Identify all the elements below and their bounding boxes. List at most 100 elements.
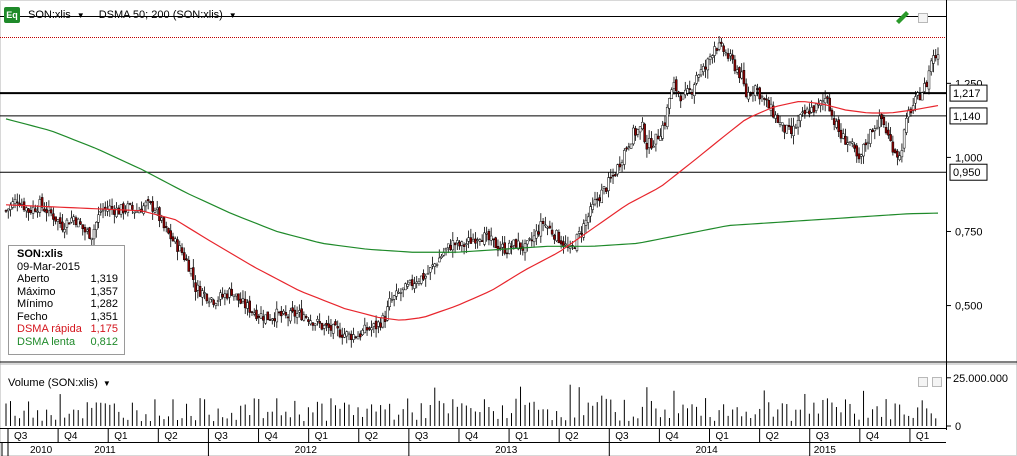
candle-body [133, 211, 136, 214]
candle-body [539, 221, 543, 237]
candle-body [643, 123, 646, 143]
candle-body [555, 230, 558, 241]
candle-body [586, 216, 590, 223]
quarter-label: Q3 [816, 431, 830, 442]
candle-body [636, 129, 640, 135]
candle-body [359, 333, 362, 338]
candle-body [787, 125, 791, 128]
candle-body [34, 208, 37, 212]
candle-body [632, 127, 635, 145]
candle-body [433, 263, 437, 267]
candle-body [641, 121, 644, 129]
candle-body [81, 224, 84, 230]
candle-body [896, 150, 899, 158]
candle-body [898, 155, 901, 160]
candle-body [203, 292, 206, 294]
candle-body [104, 206, 107, 209]
candle-body [749, 94, 752, 96]
candle-body [210, 297, 213, 300]
candle-body [654, 133, 658, 145]
candle-body [530, 239, 534, 242]
quarter-label: Q1 [315, 431, 329, 442]
year-label: 2013 [495, 445, 518, 456]
candle-body [277, 311, 281, 314]
candle-body [609, 176, 613, 179]
candle-body [693, 84, 696, 97]
candle-body [16, 201, 19, 204]
maximize-icon[interactable] [918, 377, 928, 387]
candle-body [225, 293, 229, 299]
candle-body [794, 127, 798, 129]
year-label: 2011 [94, 445, 116, 456]
chevron-down-icon[interactable]: ▼ [228, 10, 237, 20]
candle-body [435, 264, 439, 266]
candle-body [697, 74, 701, 78]
candle-body [611, 174, 615, 177]
candle-body [29, 209, 33, 213]
candle-body [415, 281, 418, 284]
candle-body [65, 219, 69, 228]
candle-body [259, 313, 263, 319]
candle-body [526, 240, 529, 245]
candle-body [790, 126, 793, 135]
candle-body [796, 119, 800, 128]
candle-body [893, 149, 897, 154]
candle-body [164, 226, 168, 228]
volume-header[interactable]: Volume (SON:xlis) ▼ [8, 377, 121, 389]
chevron-down-icon[interactable]: ▼ [102, 379, 111, 388]
candle-body [171, 236, 175, 242]
indicator-selector[interactable]: DSMA 50; 200 (SON:xlis) [98, 9, 223, 21]
candle-body [864, 142, 868, 146]
candle-body [681, 93, 685, 100]
candle-body [92, 228, 96, 240]
volume-selector[interactable]: Volume (SON:xlis) [8, 377, 98, 389]
candle-body [311, 322, 315, 326]
chevron-down-icon[interactable]: ▼ [76, 10, 85, 20]
quarter-label: Q2 [365, 431, 379, 442]
candle-body [929, 60, 933, 72]
candle-body [668, 98, 671, 109]
maximize-icon[interactable] [918, 13, 928, 23]
candle-body [239, 298, 242, 304]
candle-body [406, 284, 409, 287]
candle-body [487, 230, 491, 241]
candle-body [575, 234, 579, 251]
candle-body [758, 87, 761, 100]
legend-row-open: Aberto 1,319 [9, 273, 124, 286]
candle-body [871, 129, 874, 132]
level-label: 0,950 [953, 167, 981, 179]
candle-body [598, 197, 601, 202]
legend-label: Aberto [17, 273, 50, 285]
candle-body [228, 288, 231, 298]
legend-label: Mínimo [17, 298, 54, 310]
candle-body [819, 100, 822, 106]
close-icon[interactable] [932, 377, 942, 387]
legend-label: Fecho [17, 310, 48, 323]
candle-body [354, 336, 358, 339]
candle-body [878, 115, 881, 128]
candle-body [627, 146, 631, 148]
candle-body [352, 334, 355, 340]
symbol-selector[interactable]: SON:xlis [28, 9, 71, 21]
candle-body [262, 316, 265, 321]
candle-body [356, 336, 360, 340]
candle-body [589, 206, 592, 217]
candle-body [663, 122, 667, 126]
candle-body [918, 94, 922, 101]
candle-body [735, 69, 739, 73]
eq-logo-icon[interactable]: Eq [4, 7, 20, 23]
candle-body [799, 114, 802, 122]
candle-body [440, 255, 443, 258]
candle-body [634, 128, 637, 136]
candle-body [706, 58, 710, 71]
candle-body [399, 292, 403, 294]
candle-body [250, 311, 254, 313]
candle-body [167, 228, 170, 234]
candle-body [345, 331, 349, 337]
candle-body [891, 141, 895, 153]
candle-body [776, 114, 780, 123]
candle-body [72, 216, 75, 221]
candle-body [241, 298, 245, 302]
candle-body [419, 275, 423, 284]
